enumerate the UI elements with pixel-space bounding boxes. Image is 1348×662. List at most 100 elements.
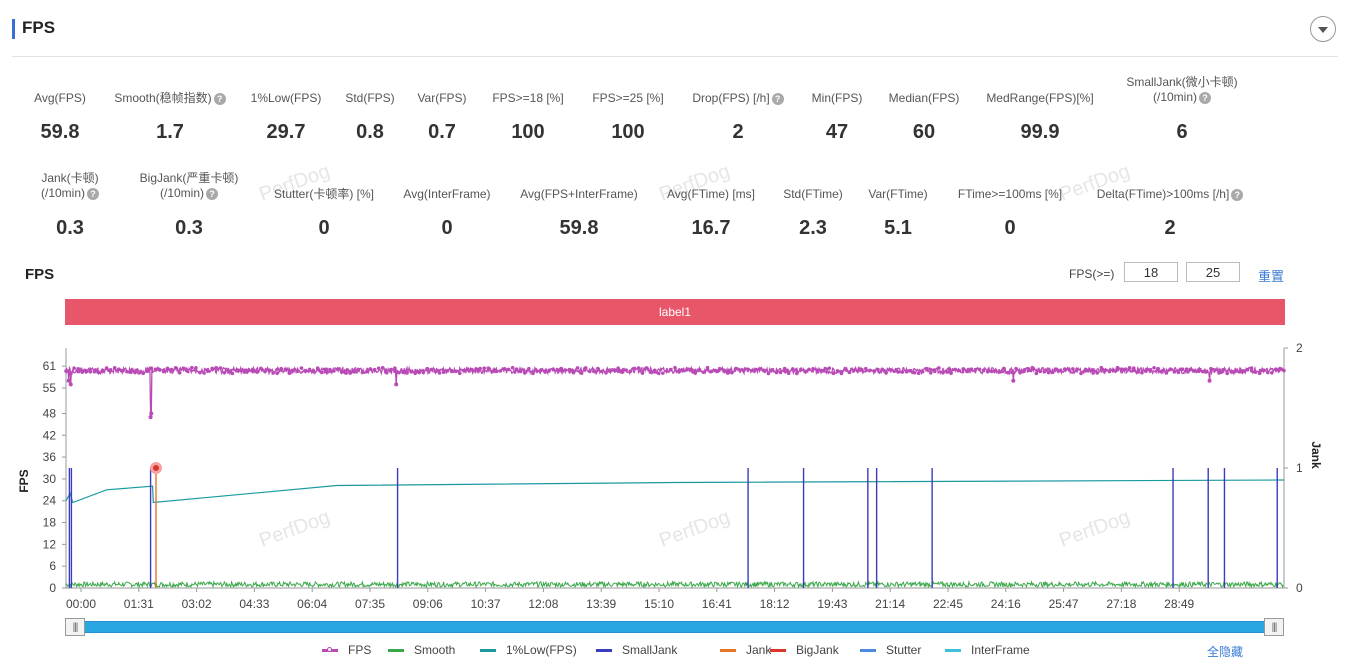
threshold-label: FPS(>=) bbox=[1069, 267, 1115, 281]
fps-point bbox=[575, 366, 580, 370]
fps-point bbox=[100, 368, 105, 373]
slider-track[interactable] bbox=[65, 621, 1284, 633]
metric-jank: Jank(卡顿) (/10min)? 0.3 bbox=[0, 171, 160, 239]
help-icon[interactable]: ? bbox=[1199, 91, 1211, 104]
time-range-slider[interactable]: ||| ||| bbox=[65, 618, 1284, 636]
x-tick-label: 12:08 bbox=[528, 597, 558, 611]
metric-value: 6 bbox=[1176, 121, 1188, 143]
fps-point bbox=[592, 369, 596, 374]
metric-value: 0.3 bbox=[56, 217, 84, 239]
help-icon[interactable]: ? bbox=[1231, 188, 1244, 201]
fps-point bbox=[153, 367, 158, 372]
fps-point bbox=[137, 371, 141, 375]
threshold-input-2[interactable] bbox=[1186, 262, 1240, 282]
metric-min-fps: Min(FPS) 47 bbox=[747, 91, 927, 143]
slider-handle-left[interactable]: ||| bbox=[65, 618, 85, 636]
legend-label: Stutter bbox=[886, 643, 922, 657]
fps-point bbox=[624, 368, 629, 372]
fps-point bbox=[397, 370, 401, 375]
fps-point bbox=[965, 369, 970, 374]
legend-item-bigjank[interactable]: BigJank bbox=[770, 643, 839, 657]
fps-point bbox=[563, 368, 568, 372]
legend-item-smooth[interactable]: Smooth bbox=[388, 643, 455, 657]
fps-point bbox=[279, 366, 283, 371]
chevron-down-icon bbox=[1318, 27, 1328, 33]
metric-avg-fps: Avg(FPS) 59.8 bbox=[0, 91, 150, 143]
fps-point bbox=[76, 367, 80, 371]
fps-point bbox=[1119, 367, 1124, 371]
metric-smalljank: SmallJank(微小卡顿) (/10min)? 6 bbox=[1092, 75, 1272, 143]
fps-point bbox=[417, 370, 422, 375]
fps-point bbox=[72, 366, 76, 370]
fps-point bbox=[1229, 370, 1234, 374]
fps-point bbox=[985, 369, 990, 374]
collapse-button[interactable] bbox=[1310, 16, 1336, 42]
label-band[interactable]: label1 bbox=[65, 299, 1285, 325]
fps-point bbox=[1131, 366, 1136, 371]
metric-label: FPS>=18 [%] bbox=[492, 91, 564, 105]
fps-point bbox=[242, 370, 247, 374]
legend-item-1-low-fps[interactable]: 1%Low(FPS) bbox=[480, 643, 577, 657]
x-tick-label: 19:43 bbox=[817, 597, 847, 611]
fps-point bbox=[721, 368, 726, 372]
fps-point bbox=[1050, 370, 1055, 375]
fps-point bbox=[953, 367, 957, 372]
legend-label: InterFrame bbox=[971, 643, 1030, 657]
fps-point bbox=[202, 371, 206, 375]
fps-point bbox=[1225, 371, 1229, 376]
fps-point bbox=[937, 366, 941, 370]
fps-point bbox=[742, 368, 746, 372]
fps-point bbox=[1152, 366, 1156, 370]
fps-point bbox=[969, 367, 974, 371]
fps-point bbox=[924, 366, 929, 371]
legend-item-stutter[interactable]: Stutter bbox=[860, 643, 921, 657]
legend-item-smalljank[interactable]: SmallJank bbox=[596, 643, 677, 657]
y-tick-label: 24 bbox=[43, 494, 57, 508]
threshold-input-1[interactable] bbox=[1124, 262, 1178, 282]
fps-point bbox=[1054, 367, 1059, 372]
metric-median-fps: Median(FPS) 60 bbox=[834, 91, 1014, 143]
help-icon[interactable]: ? bbox=[213, 92, 226, 105]
x-tick-label: 03:02 bbox=[182, 597, 212, 611]
fps-point bbox=[738, 368, 742, 372]
fps-point bbox=[835, 369, 840, 373]
fps-point bbox=[458, 371, 462, 376]
help-icon[interactable]: ? bbox=[771, 92, 784, 105]
panel-title: FPS bbox=[22, 18, 56, 37]
legend-label: Jank bbox=[746, 643, 772, 657]
metric-value: 2 bbox=[732, 121, 744, 143]
fps-point bbox=[1091, 371, 1095, 375]
legend-item-jank[interactable]: Jank bbox=[720, 643, 771, 657]
fps-point bbox=[648, 370, 653, 374]
chart-title: FPS bbox=[25, 266, 55, 283]
fps-point bbox=[324, 367, 328, 372]
metric-label: Var(FPS) bbox=[417, 91, 467, 105]
fps-point bbox=[389, 367, 393, 372]
legend-label: BigJank bbox=[796, 643, 839, 657]
slider-handle-right[interactable]: ||| bbox=[1264, 618, 1284, 636]
fps-point bbox=[1249, 366, 1254, 370]
fps-point bbox=[677, 370, 681, 374]
metric-value: 59.8 bbox=[559, 217, 599, 239]
fps-point bbox=[1265, 370, 1270, 375]
fps-point bbox=[612, 368, 616, 372]
hide-all-button[interactable]: 全隐藏 bbox=[1207, 645, 1244, 659]
fps-point bbox=[356, 367, 361, 372]
metric-label: Avg(FPS+InterFrame) bbox=[520, 187, 638, 201]
metric-value: 47 bbox=[825, 121, 849, 143]
chart-legend: FPS Smooth 1%Low(FPS) SmallJank Jank BigJank S… bbox=[0, 643, 1348, 659]
fps-point bbox=[608, 369, 612, 373]
x-tick-label: 15:10 bbox=[644, 597, 674, 611]
help-icon[interactable]: ? bbox=[87, 187, 99, 200]
fps-point bbox=[941, 370, 945, 375]
metric-avg-ftime-ms: Avg(FTime) [ms] 16.7 bbox=[621, 187, 801, 239]
fps-point bbox=[746, 367, 750, 372]
fps-point bbox=[1192, 369, 1197, 373]
fps-point bbox=[368, 367, 373, 371]
reset-link[interactable]: 重置 bbox=[1258, 269, 1285, 284]
legend-item-interframe[interactable]: InterFrame bbox=[945, 643, 1030, 657]
legend-item-fps[interactable]: FPS bbox=[322, 643, 371, 657]
fps-point bbox=[222, 371, 227, 375]
help-icon[interactable]: ? bbox=[206, 187, 218, 200]
fps-point bbox=[819, 368, 823, 373]
